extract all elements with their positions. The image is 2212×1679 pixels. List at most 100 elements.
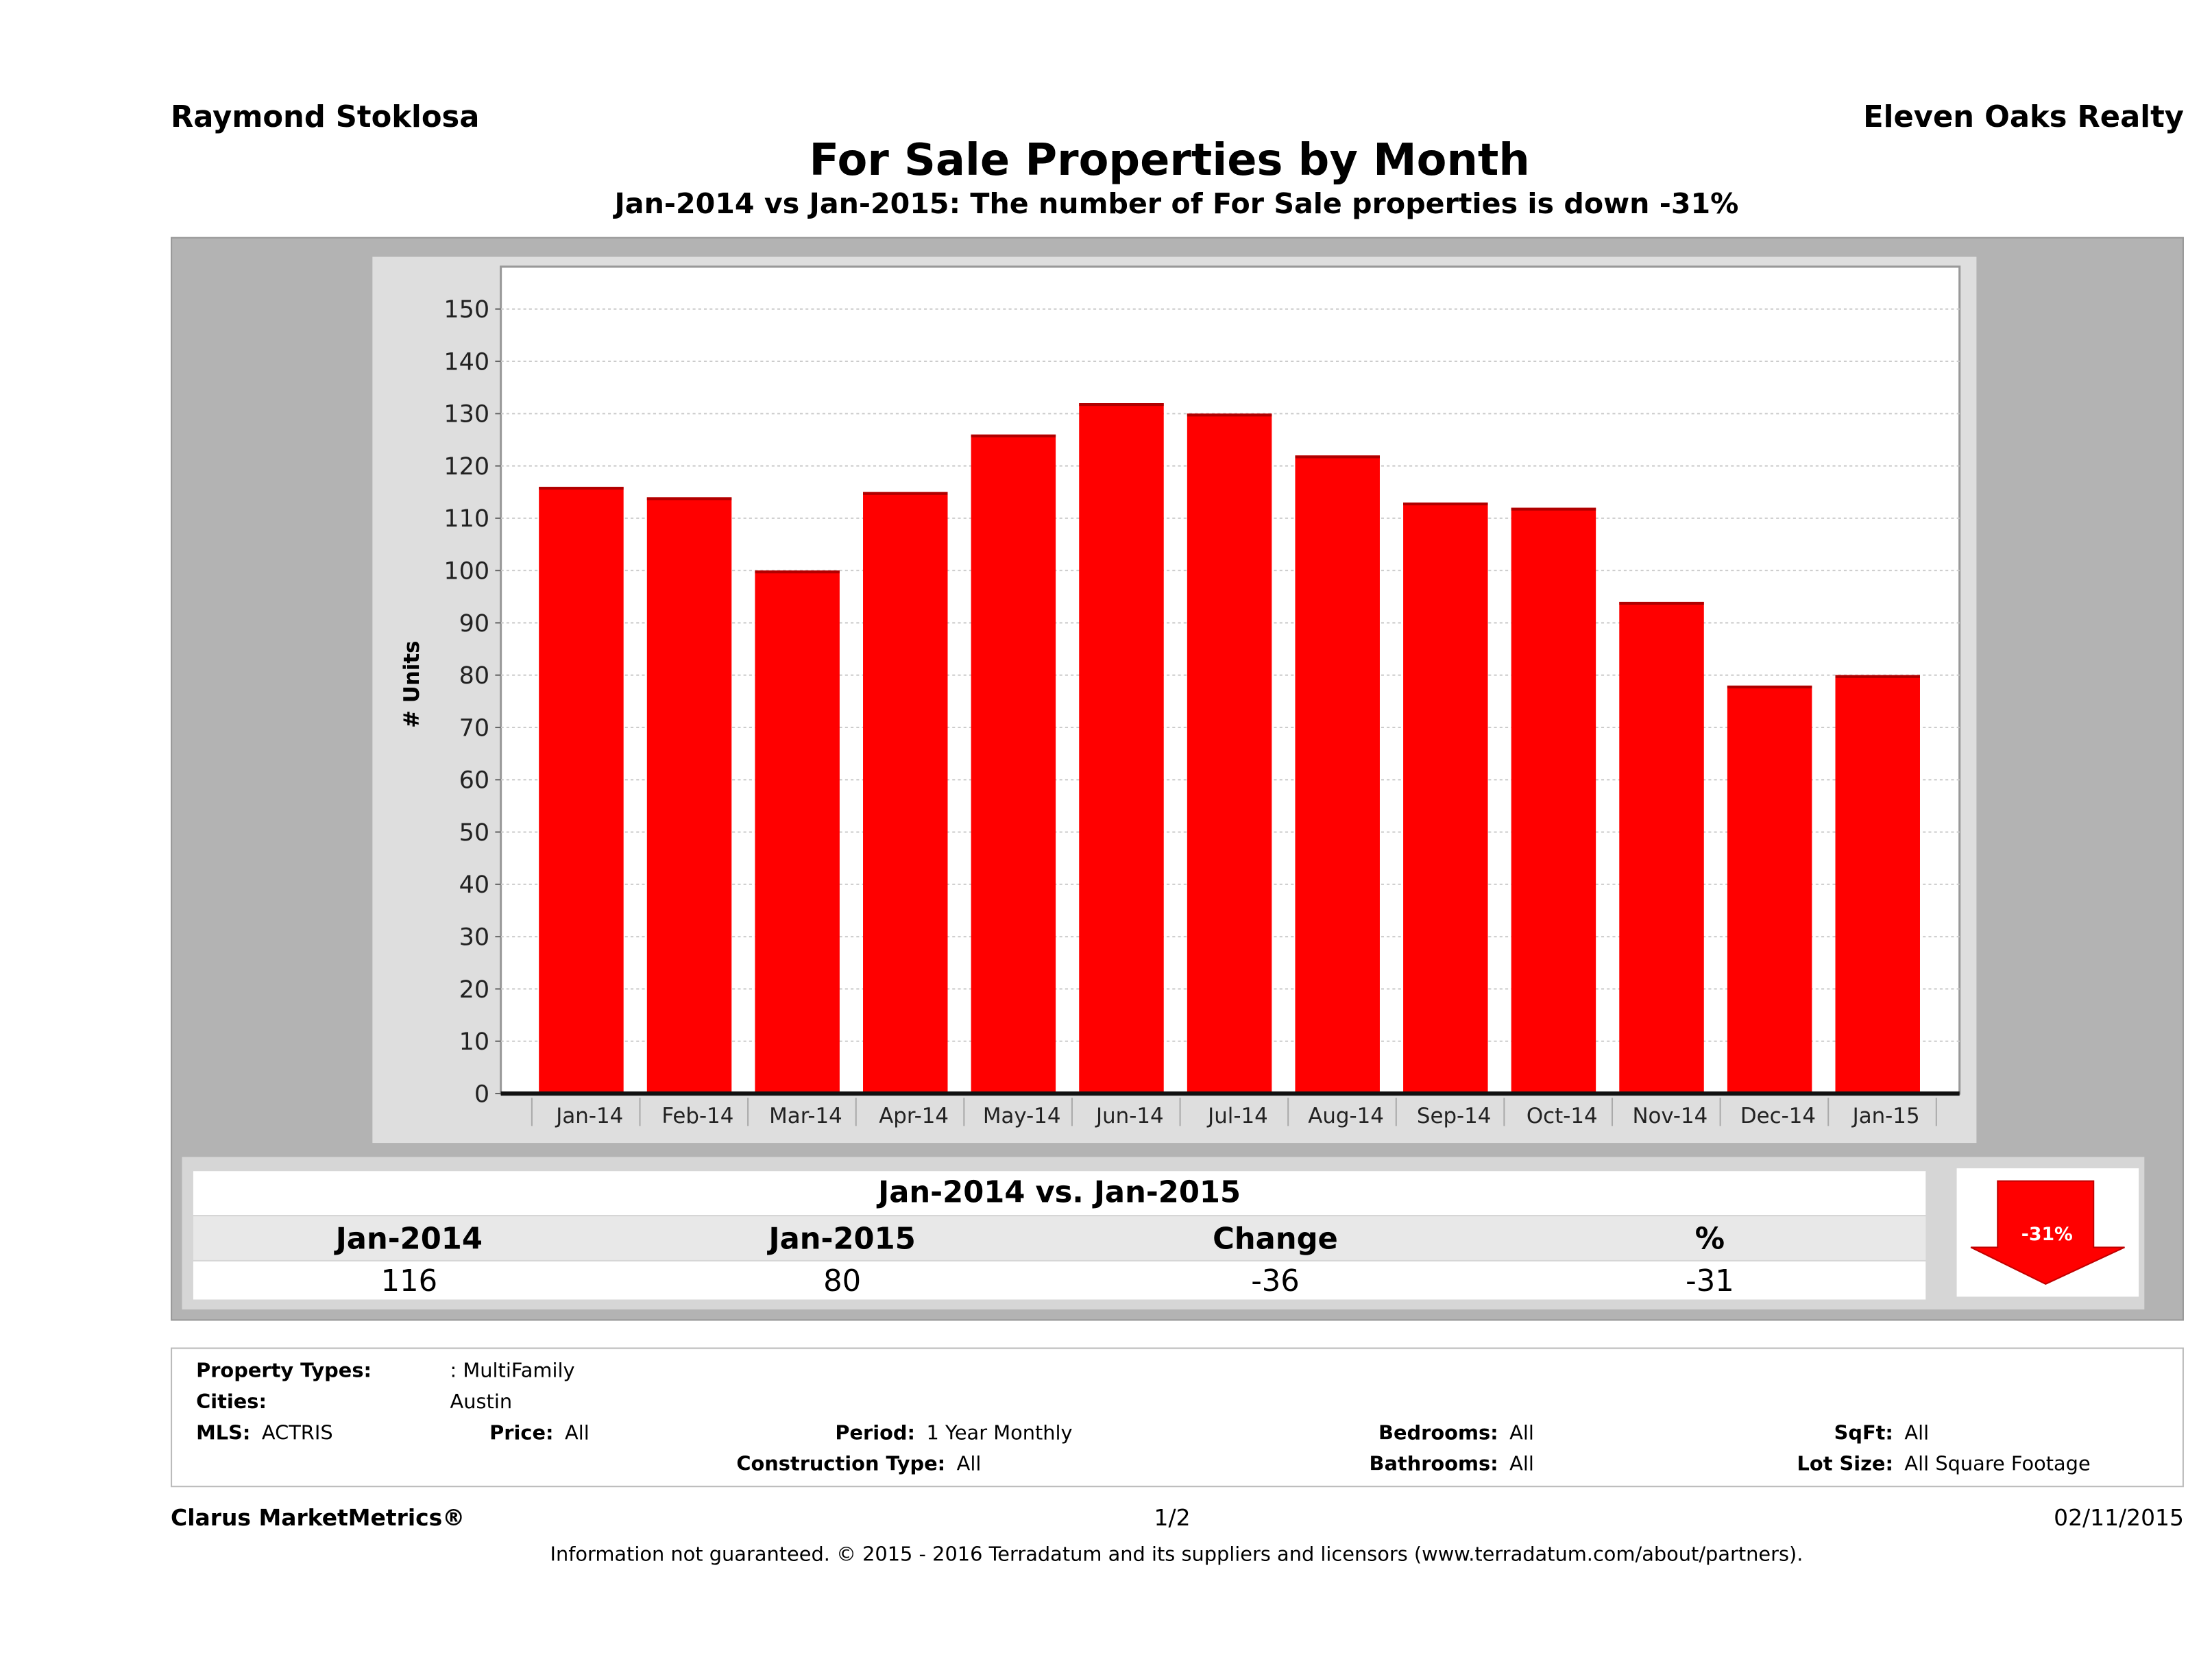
x-tick-label: Nov-14	[1632, 1104, 1707, 1128]
y-tick-label: 60	[459, 767, 490, 795]
filter-criteria: Property Types: : MultiFamily Cities: Au…	[171, 1347, 2184, 1488]
period-value: 1 Year Monthly	[926, 1422, 1073, 1445]
y-tick-label: 10	[459, 1028, 490, 1056]
lot-size-label: Lot Size:	[1797, 1453, 1893, 1476]
bar	[971, 434, 1056, 1094]
x-tick-label: Mar-14	[769, 1104, 842, 1128]
y-axis-label: # Units	[400, 641, 424, 728]
bar	[755, 570, 840, 1094]
report-title: For Sale Properties by Month	[809, 135, 1530, 186]
cities-value: Austin	[450, 1391, 513, 1414]
y-tick-label: 140	[443, 348, 489, 376]
y-tick-label: 40	[459, 871, 490, 899]
bar	[1403, 502, 1488, 1094]
bar-top-edge	[539, 487, 624, 490]
x-tick-label: Jan-15	[1851, 1104, 1920, 1128]
product-name: Clarus MarketMetrics®	[171, 1503, 465, 1532]
bar	[646, 497, 732, 1094]
y-tick-label: 100	[443, 558, 489, 585]
sqft-label: SqFt:	[1834, 1422, 1893, 1445]
bathrooms-value: All	[1509, 1453, 1534, 1476]
bar	[539, 487, 624, 1094]
bar	[1079, 403, 1164, 1094]
price-value: All	[564, 1422, 590, 1445]
construction-type-value: All	[956, 1453, 982, 1476]
bar-top-edge	[1403, 502, 1488, 506]
brokerage-name: Eleven Oaks Realty	[1863, 100, 2184, 134]
bar	[1187, 413, 1272, 1094]
summary-header: Jan-2014	[335, 1222, 483, 1256]
bar-top-edge	[1835, 675, 1920, 678]
x-tick-label: Sep-14	[1417, 1104, 1492, 1128]
x-tick-label: Apr-14	[879, 1104, 949, 1128]
summary-value: -31	[1686, 1264, 1734, 1298]
x-tick-label: May-14	[983, 1104, 1061, 1128]
bar-top-edge	[1079, 403, 1164, 407]
sqft-filter: SqFt: All	[1766, 1421, 1930, 1447]
cities-filter: Cities: Austin	[196, 1390, 512, 1415]
y-tick-label: 120	[443, 453, 489, 481]
y-tick-label: 0	[474, 1080, 489, 1108]
bar-top-edge	[1727, 685, 1812, 689]
bar	[863, 492, 948, 1094]
bar	[1511, 507, 1596, 1094]
bar	[1295, 455, 1380, 1094]
property-types-value: : MultiFamily	[450, 1360, 575, 1383]
y-tick-label: 50	[459, 819, 490, 847]
y-tick-label: 30	[459, 924, 490, 952]
report-date: 02/11/2015	[2054, 1503, 2184, 1532]
bar-top-edge	[971, 434, 1056, 437]
mls-value: ACTRIS	[261, 1422, 333, 1445]
y-tick-label: 70	[459, 714, 490, 742]
summary-header-row: Jan-2014 Jan-2015 Change %	[193, 1216, 1926, 1260]
period-label: Period:	[835, 1422, 916, 1445]
bathrooms-filter: Bathrooms: All	[1357, 1452, 1534, 1477]
mls-label: MLS:	[196, 1422, 251, 1445]
bar-top-edge	[646, 497, 732, 500]
summary-title: Jan-2014 vs. Jan-2015	[193, 1171, 1926, 1216]
agent-name: Raymond Stoklosa	[171, 100, 480, 134]
period-filter: Period: 1 Year Monthly	[835, 1421, 1072, 1447]
summary-value: 80	[823, 1264, 862, 1298]
x-tick-label: Dec-14	[1740, 1104, 1816, 1128]
summary-header: %	[1694, 1222, 1725, 1256]
x-tick-label: Oct-14	[1527, 1104, 1598, 1128]
y-tick-label: 90	[459, 610, 490, 638]
price-filter: Price: All	[489, 1421, 590, 1447]
bedrooms-filter: Bedrooms: All	[1357, 1421, 1534, 1447]
change-badge-label: -31%	[2021, 1224, 2073, 1245]
construction-type-filter: Construction Type: All	[736, 1452, 981, 1477]
x-tick-label: Jun-14	[1095, 1104, 1164, 1128]
mls-filter: MLS: ACTRIS	[196, 1421, 333, 1447]
bar	[1835, 675, 1920, 1094]
lot-size-filter: Lot Size: All Square Footage	[1766, 1452, 2091, 1477]
down-arrow-icon: -31%	[1970, 1180, 2125, 1285]
y-tick-label: 20	[459, 976, 490, 1004]
sqft-value: All	[1904, 1422, 1930, 1445]
bar-top-edge	[1295, 455, 1380, 459]
disclaimer: Information not guaranteed. © 2015 - 201…	[550, 1543, 1803, 1567]
bathrooms-label: Bathrooms:	[1369, 1453, 1498, 1476]
bar-chart: 0 10 20 30 40 50 60 70 80 90 100 110 120 130 140 150 # U…	[400, 265, 1961, 1128]
y-tick-label: 130	[443, 401, 489, 428]
x-tick-label: Feb-14	[661, 1104, 733, 1128]
x-tick-label: Jan-14	[555, 1104, 623, 1128]
bar-top-edge	[1619, 601, 1704, 605]
bar-top-edge	[1511, 507, 1596, 511]
summary-header: Change	[1213, 1222, 1338, 1256]
report-subtitle: Jan-2014 vs Jan-2015: The number of For …	[614, 186, 1739, 221]
lot-size-value: All Square Footage	[1904, 1453, 2091, 1476]
price-label: Price:	[489, 1422, 554, 1445]
y-tick-label: 150	[443, 296, 489, 324]
change-badge: -31%	[1956, 1168, 2139, 1297]
property-types-filter: Property Types: : MultiFamily	[196, 1359, 574, 1384]
bedrooms-label: Bedrooms:	[1378, 1422, 1498, 1445]
bedrooms-value: All	[1509, 1422, 1534, 1445]
summary-value-row: 116 80 -36 -31	[193, 1261, 1926, 1300]
summary-value: 116	[380, 1264, 438, 1298]
bar	[1619, 601, 1704, 1094]
bar-top-edge	[755, 570, 840, 574]
y-tick-label: 80	[459, 662, 490, 690]
property-types-label: Property Types:	[196, 1360, 372, 1383]
